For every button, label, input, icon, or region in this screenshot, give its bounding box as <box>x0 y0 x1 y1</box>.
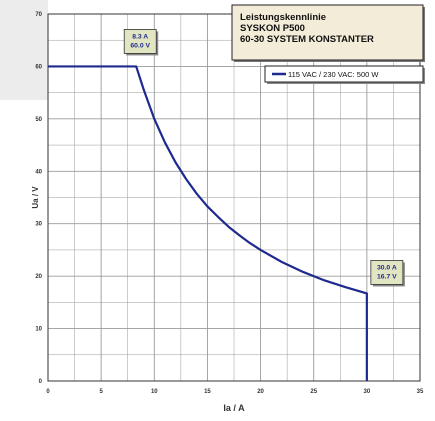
y-tick-label: 0 <box>39 379 43 385</box>
y-tick-label: 30 <box>35 222 42 228</box>
annotation-text: 60.0 V <box>130 42 150 49</box>
x-tick-label: 15 <box>204 389 211 395</box>
y-axis-label: Ua / V <box>31 186 40 209</box>
annotation-box <box>123 29 157 54</box>
left-gray-panel <box>0 0 48 100</box>
y-tick-label: 20 <box>35 274 42 280</box>
x-tick-label: 5 <box>99 389 103 395</box>
chart-title-line: SYSKON P500 <box>240 23 305 34</box>
annotation-text: 30.0 A <box>377 264 397 271</box>
y-tick-label: 60 <box>35 64 42 70</box>
x-tick-label: 25 <box>310 389 317 395</box>
legend-entry: 115 VAC / 230 VAC: 500 W <box>288 70 379 79</box>
annotation-box <box>370 260 404 285</box>
annotation-text: 8.3 A <box>132 33 148 40</box>
y-tick-label: 50 <box>35 117 42 123</box>
x-tick-label: 35 <box>417 389 424 395</box>
x-tick-label: 30 <box>364 389 371 395</box>
x-tick-label: 0 <box>46 389 50 395</box>
x-tick-label: 20 <box>257 389 264 395</box>
y-tick-label: 10 <box>35 327 42 333</box>
peak-annotation: 8.3 A 60.0 V <box>123 29 159 56</box>
y-tick-label: 40 <box>35 169 42 175</box>
annotation-text: 16.7 V <box>377 273 397 280</box>
legend-box <box>264 65 424 83</box>
x-axis-label: Ia / A <box>223 403 245 413</box>
title-box <box>231 4 424 61</box>
series-line <box>48 65 368 381</box>
chart-title-line: Leistungskennlinie <box>240 12 326 23</box>
y-tick-label: 70 <box>35 12 42 18</box>
chart-title-line: 60-30 SYSTEM KONSTANTER <box>240 34 374 45</box>
end-annotation: 30.0 A 16.7 V <box>370 260 405 287</box>
x-tick-label: 10 <box>151 389 158 395</box>
